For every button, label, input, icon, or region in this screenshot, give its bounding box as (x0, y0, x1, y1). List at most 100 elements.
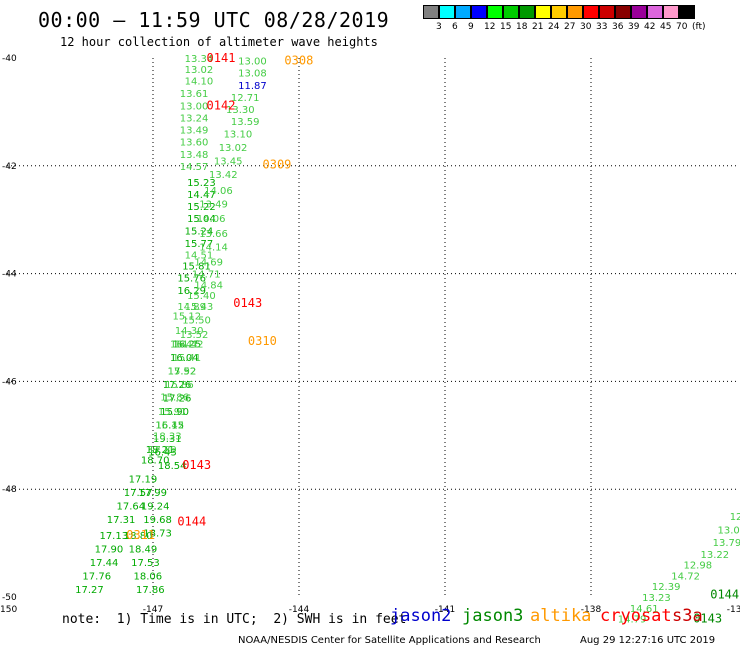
wave-height-label: 14.47 (187, 190, 216, 201)
wave-height-label: 13.00 (238, 57, 267, 68)
wave-height-label: 14.06 (204, 186, 233, 197)
wave-height-label: 14.79 (618, 615, 647, 626)
wave-height-label: 13.22 (701, 550, 730, 561)
wave-height-label: 18.21 (146, 445, 175, 456)
wave-height-label: 15.04 (187, 214, 216, 225)
colorbar-swatch (583, 5, 599, 19)
x-tick-label: -150 (0, 605, 17, 615)
wave-height-label: 13.48 (180, 150, 209, 161)
colorbar-swatch (567, 5, 583, 19)
wave-height-label: 14.10 (185, 77, 214, 88)
wave-height-label: 16.15 (155, 421, 184, 432)
wave-height-label: 14.42 (175, 340, 204, 351)
wave-height-label: 18.80 (124, 531, 153, 542)
colorbar-swatch (487, 5, 503, 19)
colorbar-label: 9 (468, 22, 474, 32)
wave-height-label: 15.86 (165, 380, 194, 391)
wave-height-label: 15.24 (185, 226, 214, 237)
x-tick-label: -144 (289, 605, 310, 615)
wave-height-label: 15.41 (172, 353, 201, 364)
wave-height-label: 14.57 (180, 162, 209, 173)
wave-height-label: 13.02 (718, 526, 740, 537)
wave-height-label: 18.49 (129, 544, 158, 555)
wave-height-label: 19.68 (143, 515, 172, 526)
wave-height-label: 13.49 (180, 126, 209, 137)
colorbar-label: 6 (452, 22, 458, 32)
colorbar-label: 15 (500, 22, 512, 32)
colorbar-swatch (647, 5, 663, 19)
wave-height-label: 17.76 (82, 571, 111, 582)
wave-height-label: 15.42 (155, 421, 184, 432)
wave-height-label: 16.25 (172, 340, 201, 351)
wave-height-label: 13.60 (180, 138, 209, 149)
wave-height-label: 15.43 (185, 302, 214, 313)
pass-time-label: 0143 (693, 612, 722, 626)
y-tick-label: -42 (2, 162, 17, 172)
y-tick-label: -44 (2, 270, 17, 280)
footnote: note: 1) Time is in UTC; 2) SWH is in fe… (62, 612, 407, 627)
wave-height-label: 14.14 (199, 243, 228, 254)
wave-height-label: 15.91 (158, 407, 187, 418)
pass-time-label: 0143 (233, 296, 262, 310)
chart-subtitle: 12 hour collection of altimeter wave hei… (60, 35, 378, 49)
pass-time-label: 0141 (207, 51, 236, 65)
x-tick-label: -141 (435, 605, 455, 615)
colorbar-label: 39 (628, 22, 640, 32)
wave-height-label: 18.33 (153, 431, 182, 442)
wave-height-label: 14.89 (177, 302, 206, 313)
wave-height-label: 17.52 (168, 367, 197, 378)
wave-height-label: 16.43 (148, 447, 177, 458)
wave-height-label: 13.24 (180, 113, 209, 124)
pass-time-label: 0310 (248, 334, 277, 348)
wave-height-label: 11.87 (238, 81, 267, 92)
wave-height-label: 18.06 (134, 571, 163, 582)
colorbar-label: 42 (644, 22, 656, 32)
wave-height-label: 13.59 (231, 117, 260, 128)
y-tick-label: -50 (2, 593, 17, 603)
wave-height-label: 13.66 (199, 229, 228, 240)
wave-height-label: 17.64 (117, 501, 146, 512)
colorbar-label: (ft) (692, 22, 706, 32)
legend-s3a: s3a (672, 606, 703, 626)
legend-cryosat: cryosat (600, 606, 672, 626)
colorbar-label: 24 (548, 22, 560, 32)
x-tick-label: -135 (727, 605, 740, 615)
wave-height-label: 17.26 (163, 380, 192, 391)
colorbar-swatch (535, 5, 551, 19)
wave-height-label: 17.89 (148, 445, 177, 456)
wave-height-label: 13.00 (180, 101, 209, 112)
pass-time-label: 0144 (710, 587, 739, 601)
pass-time-label: 0144 (177, 515, 206, 529)
wave-height-label: 15.40 (187, 291, 216, 302)
wave-height-label: 13.52 (180, 330, 209, 341)
colorbar-swatch (439, 5, 455, 19)
wave-height-label: 19.31 (153, 434, 182, 445)
wave-height-label: 18.54 (158, 461, 187, 472)
colorbar-label: 36 (612, 22, 624, 32)
colorbar-swatch (631, 5, 647, 19)
colorbar (423, 5, 695, 19)
wave-height-label: 13.49 (199, 200, 228, 211)
wave-height-label: 17.27 (75, 585, 104, 596)
wave-height-label: 15.76 (177, 273, 206, 284)
x-tick-label: -138 (581, 605, 602, 615)
wave-height-label: 14.30 (175, 326, 204, 337)
wave-height-label: 12.78 (730, 512, 740, 523)
wave-height-label: 17.57 (124, 488, 153, 499)
wave-height-label: 13.34 (185, 54, 214, 65)
wave-height-label: 15.12 (172, 312, 201, 323)
pass-time-label: 0142 (207, 98, 236, 112)
wave-height-label: 14.84 (194, 280, 223, 291)
wave-height-label: 16.29 (177, 286, 206, 297)
chart-title: 00:00 – 11:59 UTC 08/28/2019 (38, 8, 390, 32)
wave-height-label: 13.61 (180, 89, 209, 100)
colorbar-swatch (519, 5, 535, 19)
wave-height-label: 13.45 (214, 156, 243, 167)
colorbar-swatch (503, 5, 519, 19)
colorbar-swatch (615, 5, 631, 19)
wave-height-label: 15.50 (182, 315, 211, 326)
wave-height-label: 14.72 (671, 571, 700, 582)
wave-height-label: 17.19 (129, 474, 158, 485)
colorbar-label: 12 (484, 22, 496, 32)
pass-time-label: 0143 (182, 458, 211, 472)
